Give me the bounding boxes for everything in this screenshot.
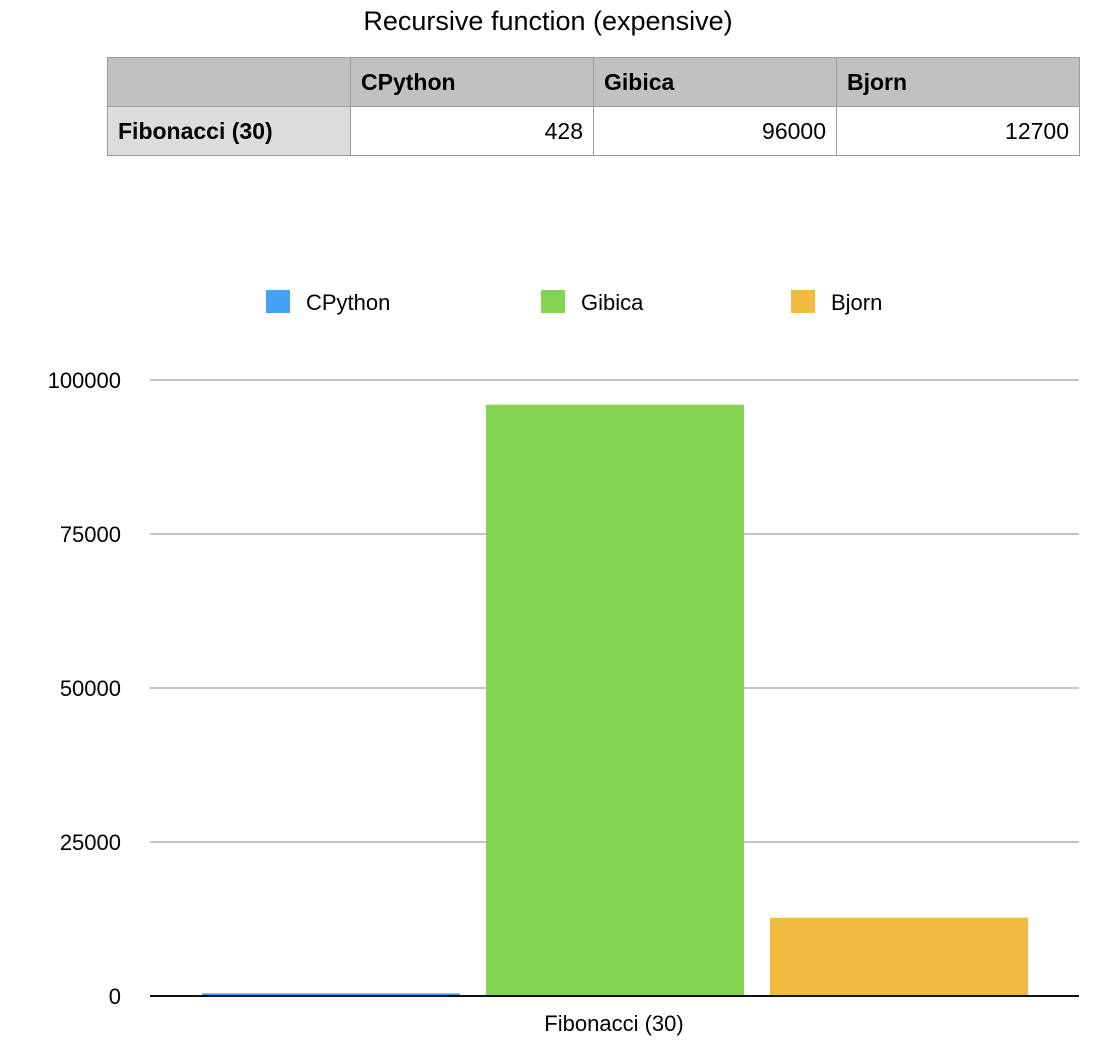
table-cell: 428 — [350, 106, 594, 156]
bar-cpython — [202, 993, 460, 996]
legend-swatch — [541, 290, 565, 313]
y-tick-label: 75000 — [60, 522, 121, 547]
y-tick-label: 0 — [109, 984, 121, 1009]
y-tick-label: 25000 — [60, 830, 121, 855]
legend-label: Bjorn — [831, 290, 882, 315]
table-header-cell: Bjorn — [836, 57, 1080, 107]
chart-title: Recursive function (expensive) — [363, 6, 733, 36]
legend-label: CPython — [306, 290, 390, 315]
table-row: Fibonacci (30) 428 96000 12700 — [107, 106, 1080, 156]
bar-gibica — [486, 404, 744, 996]
table-header-cell — [107, 57, 351, 107]
y-tick-label: 100000 — [48, 368, 121, 393]
data-table: CPython Gibica Bjorn Fibonacci (30) 428 … — [107, 57, 1080, 156]
table-header-cell: CPython — [350, 57, 594, 107]
table-row-label: Fibonacci (30) — [107, 106, 351, 156]
table-cell: 12700 — [836, 106, 1080, 156]
legend-swatch — [266, 290, 290, 313]
y-tick-label: 50000 — [60, 676, 121, 701]
legend-swatch — [791, 290, 815, 313]
x-category-label: Fibonacci (30) — [544, 1011, 683, 1036]
bar-bjorn — [770, 917, 1028, 996]
table-header-row: CPython Gibica Bjorn — [107, 57, 1080, 107]
table-cell: 96000 — [593, 106, 837, 156]
legend-label: Gibica — [581, 290, 644, 315]
